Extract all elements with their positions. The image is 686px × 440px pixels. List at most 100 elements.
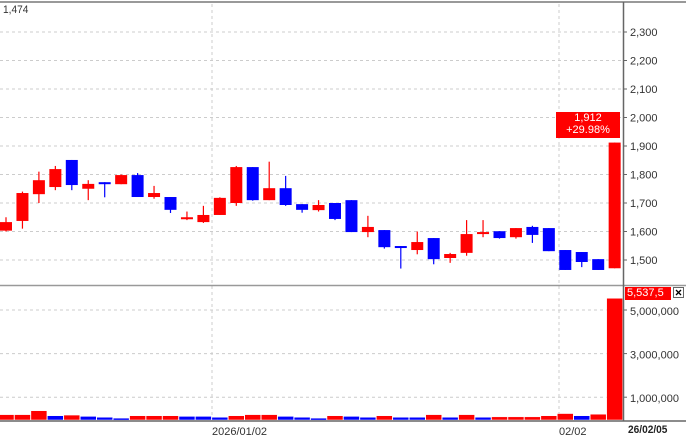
candle-body	[394, 246, 407, 249]
candle-body	[312, 204, 325, 211]
price-tick-label: 1,600	[630, 227, 658, 239]
candle-body	[592, 259, 605, 270]
price-tick-label: 2,000	[630, 113, 658, 125]
candle-body	[296, 204, 309, 210]
volume-bar	[96, 417, 113, 421]
price-tick-label: 1,500	[630, 255, 658, 267]
candle-body	[82, 183, 95, 189]
candle-body	[180, 217, 193, 220]
volume-bar	[458, 414, 475, 421]
volume-bar	[359, 417, 377, 421]
volume-bar	[474, 417, 492, 421]
candle-body	[32, 180, 45, 195]
candle-body	[197, 214, 210, 223]
current-date-label: 26/02/05	[628, 424, 668, 436]
date-label: 2026/01/02	[212, 426, 267, 438]
close-icon[interactable]	[673, 287, 684, 298]
current-volume: 5,537,5	[627, 287, 664, 299]
close-icon-glyph	[675, 289, 682, 296]
volume-bar	[80, 416, 97, 421]
candle-body	[477, 232, 490, 235]
volume-bar	[343, 416, 360, 421]
volume-bar	[244, 414, 261, 421]
candle-body	[608, 142, 621, 269]
volume-bar	[524, 416, 541, 421]
candle-body	[65, 159, 78, 186]
marker-label: 1,474	[3, 4, 29, 16]
volume-bar	[211, 417, 229, 421]
candle-body	[427, 238, 440, 260]
candle-body	[444, 254, 457, 259]
volume-bar	[326, 415, 344, 421]
volume-bar	[228, 415, 245, 421]
volume-bar	[376, 415, 393, 421]
price-tick-label: 1,800	[630, 170, 658, 182]
candle-body	[16, 193, 29, 221]
volume-tick-label: 3,000,000	[630, 350, 679, 362]
candle-body	[148, 193, 161, 198]
volume-bar	[606, 298, 623, 421]
candle-body	[542, 228, 555, 252]
candle-body	[98, 182, 111, 185]
volume-bar	[162, 415, 179, 421]
volume-bar	[178, 416, 196, 421]
candle-body	[49, 169, 62, 188]
current-price: 1,912	[574, 112, 602, 124]
price-tick-label: 2,100	[630, 84, 658, 96]
candle-body	[246, 167, 259, 201]
volume-tick-label: 5,000,000	[630, 306, 679, 318]
candle-body	[559, 250, 572, 270]
volume-bar	[145, 415, 163, 421]
volume-bar	[112, 417, 130, 421]
volume-bar	[47, 415, 64, 421]
candle-body	[509, 228, 522, 238]
volume-bar	[195, 416, 212, 421]
candle-body	[493, 231, 506, 239]
candle-body	[213, 197, 226, 215]
date-label: 02/02	[559, 426, 587, 438]
price-tick-label: 1,700	[630, 198, 658, 210]
volume-bar	[491, 416, 508, 421]
candle-body	[526, 226, 539, 235]
candle-body	[460, 234, 473, 253]
candle-body	[411, 242, 424, 251]
volume-bar	[589, 413, 607, 421]
volume-bar	[277, 416, 294, 421]
volume-bar	[30, 410, 48, 421]
candle-body	[361, 226, 374, 233]
volume-bar	[260, 414, 278, 421]
price-tick-label: 2,200	[630, 56, 658, 68]
volume-bar	[14, 414, 31, 421]
candle-body	[378, 230, 391, 248]
volume-tick-label: 1,000,000	[630, 393, 679, 405]
volume-bar	[129, 415, 146, 421]
candle-body	[164, 197, 177, 210]
candle-body	[575, 252, 588, 262]
volume-bar	[507, 416, 525, 421]
candle-body	[345, 200, 358, 233]
volume-bar	[63, 414, 81, 421]
volume-bar	[540, 415, 558, 421]
candle-body	[131, 175, 144, 198]
candle-body	[263, 188, 276, 201]
volume-bar	[441, 417, 459, 421]
price-tick-label: 1,900	[630, 141, 658, 153]
candle-body	[0, 222, 12, 231]
volume-bar	[573, 415, 590, 421]
candle-body	[230, 167, 243, 203]
current-price-tag: 1,912 +29.98%	[556, 112, 620, 138]
candle-body	[279, 188, 292, 205]
volume-bar	[425, 414, 442, 421]
volume-bar	[310, 417, 327, 421]
current-volume-tag: 5,537,5	[625, 287, 671, 300]
current-change: +29.98%	[566, 124, 610, 136]
volume-bar	[557, 413, 574, 421]
volume-bar	[392, 417, 410, 421]
volume-bar	[0, 414, 15, 421]
candle-body	[329, 203, 341, 219]
volume-bar	[293, 417, 311, 421]
candle-body	[115, 175, 128, 185]
volume-bar	[409, 417, 426, 421]
price-tick-label: 2,300	[630, 27, 658, 39]
